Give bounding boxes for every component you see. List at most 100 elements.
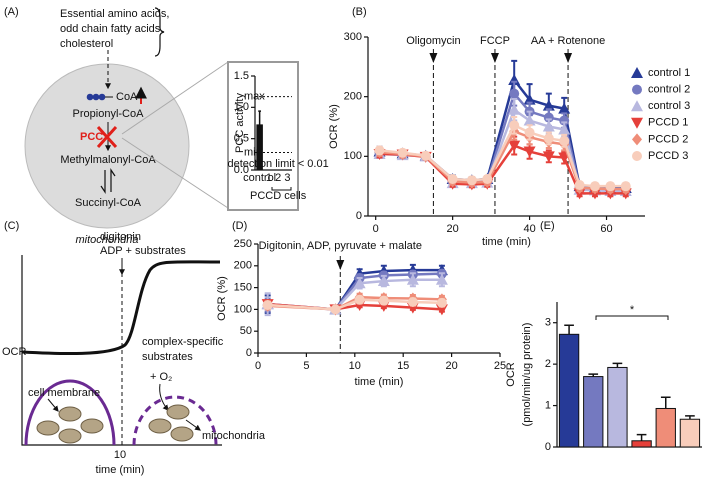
bar [655,407,676,448]
marker [397,147,408,158]
panel-label: (A) [4,6,19,18]
marker [631,117,643,129]
marker [542,151,555,163]
panel-a: (A) Essential amino acids, odd chain fat… [4,6,299,246]
reference-label: max [244,91,265,103]
y-label: OCR [505,362,517,387]
bar [583,376,604,448]
x-tick-label: 2 [275,172,281,184]
legend-label: PCCD 3 [648,150,688,162]
annotation: Oligomycin [406,35,460,47]
panel-label: (D) [232,220,247,232]
metabolite: Methylmalonyl-CoA [60,154,156,166]
marker [420,150,431,161]
error-bar [612,362,623,368]
injection-text: digitonin [100,231,141,243]
y-label: OCR (%) [328,104,340,149]
source-text: cholesterol [60,38,113,50]
y-label: PCC activity [234,93,246,153]
marker [509,120,520,131]
x-label: time (min) [96,464,145,476]
marker [406,273,419,285]
y-tick-label: 0 [356,210,362,222]
annotation-arrow [336,260,345,270]
y-tick-label: 1.0 [234,101,249,113]
marker [574,179,585,190]
y-label: OCR (%) [216,276,228,321]
marker [605,181,616,192]
legend-label: PCCD 1 [648,117,688,129]
marker [559,135,570,146]
x-tick-label: 0 [373,223,379,235]
x-tick-label: 3 [284,172,290,184]
annotation-arrow [564,53,573,63]
marker [524,127,535,138]
marker [377,275,390,287]
marker [523,114,536,126]
y-tick-label: 1.5 [234,70,249,82]
axis [21,255,222,446]
marker [631,67,643,78]
marker [542,120,555,132]
panel-c: (C) OCR digitonin ADP + substrates 10 ti… [2,220,266,476]
x-tick-label: 20 [447,223,459,235]
marker [436,297,447,308]
legend-label: control 2 [648,84,690,96]
y-label: OCR [2,346,27,358]
marker [435,273,448,285]
organelle-label: mitochondria [76,234,139,246]
membrane-label: cell membrane [28,387,100,399]
x-tick-label: 40 [523,223,535,235]
mitochondria-icons [36,404,194,444]
legend-label: PCCD 2 [648,133,688,145]
coa: CoA [116,91,138,103]
y-tick-label: 50 [240,325,252,337]
equilibrium-arrow [100,168,116,194]
zoom-line [121,61,229,209]
enzyme: PCC [80,131,103,143]
marker [509,88,520,99]
marker [558,123,571,135]
arrow [159,383,169,411]
marker [543,133,554,144]
injection-text: ADP + substrates [100,245,186,257]
y-tick-label: 3 [545,317,551,329]
marker [508,103,521,115]
y-tick-label: 0 [246,347,252,359]
marker [632,84,642,95]
marker [374,145,385,156]
x-label: time (min) [482,236,531,248]
x-tick-label: 10 [349,360,361,372]
substrate-text: complex-specific [142,336,224,348]
x-tick-label: 25 [494,360,506,372]
coa-dot [92,93,100,101]
y-tick-label: 100 [234,303,252,315]
error-bar [636,433,647,441]
group-bracket [271,187,292,191]
y-tick-label: 1 [545,399,551,411]
marker [542,99,555,111]
ocr-curve [21,260,221,356]
y-tick-label: 0 [545,441,551,453]
source-text: odd chain fatty acids, [60,23,163,35]
y-tick-label: 0.0 [234,164,249,176]
x-tick-label: 10 [114,449,126,461]
x-tick-label: 0 [255,360,261,372]
y-tick-label: 2 [545,358,551,370]
x-label: time (min) [355,376,404,388]
marker [353,277,366,289]
marker [466,175,477,186]
panel-label: (E) [540,220,555,232]
annotation: Digitonin, ADP, pyruvate + malate [259,240,422,252]
legend-label: control 3 [648,100,690,112]
y-tick-label: 100 [344,150,362,162]
arrow [185,419,201,431]
coa-dot [86,93,94,101]
panel-label: (B) [352,6,367,18]
significance-label: * [630,304,635,316]
bracket [154,7,165,57]
cell-membrane [24,379,116,446]
error-bar [564,324,574,335]
y-tick-label: 300 [344,31,362,43]
marker [558,102,571,114]
